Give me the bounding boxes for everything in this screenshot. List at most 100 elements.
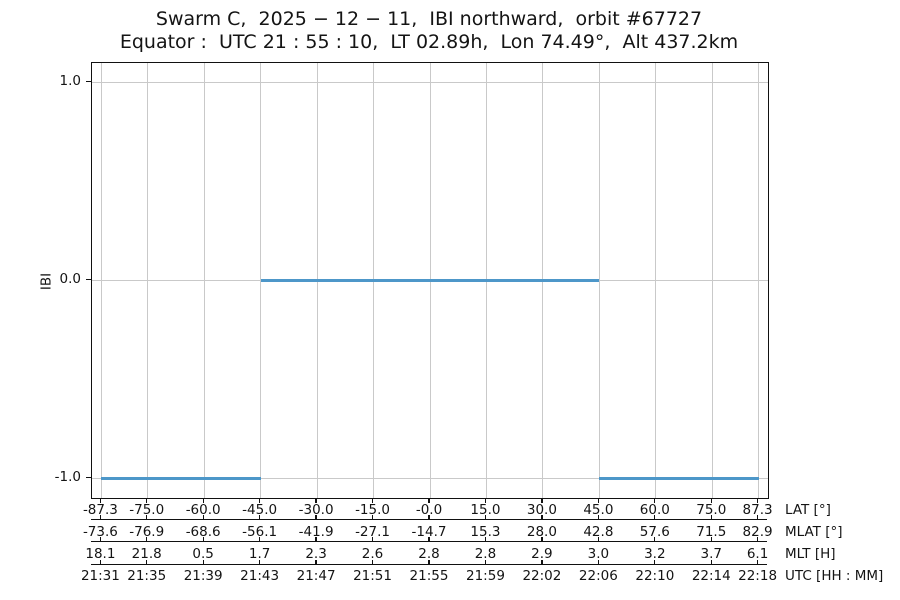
axis-row-tick-label: -87.3: [82, 502, 118, 518]
y-tick-label: -1.0: [54, 468, 81, 485]
axis-row-tick: [315, 559, 317, 564]
x-tick: [710, 498, 712, 503]
axis-row-tick: [710, 559, 712, 564]
axis-row-tick: [259, 537, 261, 541]
axis-row-tick-label: 30.0: [526, 502, 557, 518]
axis-row-tick-label: 2.3: [305, 546, 327, 562]
axis-row-tick-label: 22:10: [635, 568, 675, 584]
axis-row-tick-label: 1.7: [248, 546, 271, 562]
x-grid-line: [203, 63, 205, 498]
ibi-line-segment: [101, 476, 261, 480]
axis-row-tick-label: 57.6: [639, 524, 670, 540]
axis-row-spine: [91, 541, 767, 543]
x-grid-line: [147, 63, 149, 498]
axis-row-name-utc: UTC [HH : MM]: [785, 568, 884, 584]
axis-row-tick: [756, 559, 759, 564]
x-tick: [371, 498, 374, 503]
axis-row-tick: [428, 559, 430, 564]
x-tick: [541, 498, 543, 503]
axis-row-tick: [146, 537, 148, 541]
y-tick-label: 0.0: [59, 271, 81, 287]
axis-row-tick-label: 21:51: [353, 568, 392, 584]
axis-row-tick: [484, 515, 487, 519]
axis-row-tick: [654, 515, 656, 519]
axis-row-tick: [428, 537, 430, 541]
axis-row-tick-label: 0.5: [192, 546, 214, 562]
y-tick: [86, 81, 91, 83]
ibi-line-segment: [599, 476, 759, 480]
axis-row-tick-label: -75.0: [129, 502, 165, 518]
axis-row-tick: [371, 515, 374, 519]
ibi-line-segment: [260, 279, 600, 282]
axis-row-tick-label: 22:18: [738, 568, 778, 584]
axis-row-tick-label: -76.9: [129, 524, 165, 540]
x-tick: [484, 498, 487, 503]
axis-row-tick: [597, 515, 599, 519]
axis-row-tick-label: 71.5: [696, 524, 727, 540]
chart-title: Swarm C, 2025 − 12 − 11, IBI northward, …: [155, 8, 703, 30]
axis-row-tick: [371, 559, 374, 564]
axis-row-tick: [541, 537, 543, 541]
axis-row-tick-label: 21:59: [466, 568, 505, 584]
axis-row-tick-label: -73.6: [82, 524, 118, 540]
axis-row-tick: [756, 537, 759, 541]
axis-row-tick-label: -45.0: [242, 502, 278, 518]
axis-row-tick: [710, 537, 712, 541]
axis-row-tick: [202, 559, 204, 564]
axis-row-tick: [756, 515, 759, 519]
axis-row-name-mlt: MLT [H]: [785, 546, 836, 562]
chart-title-block: Swarm C, 2025 − 12 − 11, IBI northward, …: [91, 8, 767, 54]
axis-row-tick-label: 6.1: [746, 546, 769, 562]
axis-row-tick: [146, 515, 148, 519]
x-tick: [597, 498, 599, 503]
axis-row-tick-label: -68.6: [185, 524, 221, 540]
axis-row-name-lat: LAT [°]: [785, 502, 831, 518]
axis-row-tick-label: 15.0: [470, 502, 501, 518]
axis-row-tick: [428, 515, 430, 519]
axis-row-tick-label: 28.0: [526, 524, 557, 540]
axis-row-tick-label: 21:55: [409, 568, 449, 584]
axis-row-tick-label: -30.0: [298, 502, 334, 518]
axis-row-tick-label: 21:39: [183, 568, 223, 584]
axis-row-tick-label: -0.0: [415, 502, 443, 518]
axis-row-tick: [99, 515, 101, 519]
axis-row-tick-label: 3.2: [644, 546, 666, 562]
axis-row-tick: [541, 559, 543, 564]
axis-row-tick-label: 2.8: [418, 546, 440, 562]
axis-row-tick-label: 21:43: [240, 568, 280, 584]
axis-row-tick-label: 3.7: [700, 546, 723, 562]
x-grid-line: [100, 63, 102, 498]
chart-subtitle: Equator : UTC 21 : 55 : 10, LT 02.89h, L…: [119, 31, 739, 53]
x-tick: [428, 498, 430, 503]
x-tick: [315, 498, 317, 503]
axis-row-tick: [654, 559, 656, 564]
axis-row-tick: [710, 515, 712, 519]
axis-row-tick: [202, 537, 204, 541]
axis-row-tick-label: -15.0: [355, 502, 390, 518]
axis-row-tick: [146, 559, 148, 564]
x-tick: [756, 498, 759, 503]
axis-row-tick-label: 60.0: [639, 502, 670, 518]
axis-row-tick: [315, 515, 317, 519]
axis-row-tick-label: 22:02: [522, 568, 562, 584]
axis-row-tick-label: 21:31: [80, 568, 120, 584]
axis-row-name-mlat: MLAT [°]: [785, 524, 843, 540]
axis-row-tick: [597, 537, 599, 541]
axis-row-tick: [259, 515, 261, 519]
axis-row-tick-label: -56.1: [242, 524, 278, 540]
x-tick: [202, 498, 204, 503]
axis-row-tick-label: 3.0: [587, 546, 610, 562]
axis-row-spine: [91, 519, 767, 521]
axis-row-tick-label: 75.0: [696, 502, 727, 518]
axis-row-tick-label: 87.3: [742, 502, 773, 518]
axis-row-tick-label: 22:14: [691, 568, 731, 584]
axis-row-tick-label: 2.9: [531, 546, 553, 562]
axis-row-tick: [541, 515, 543, 519]
y-tick-label: 1.0: [59, 73, 81, 90]
y-tick: [86, 476, 91, 478]
axis-row-tick-label: -27.1: [355, 524, 390, 540]
axis-row-tick: [597, 559, 599, 564]
x-tick: [146, 498, 148, 503]
axis-row-tick-label: 21.8: [131, 546, 162, 562]
